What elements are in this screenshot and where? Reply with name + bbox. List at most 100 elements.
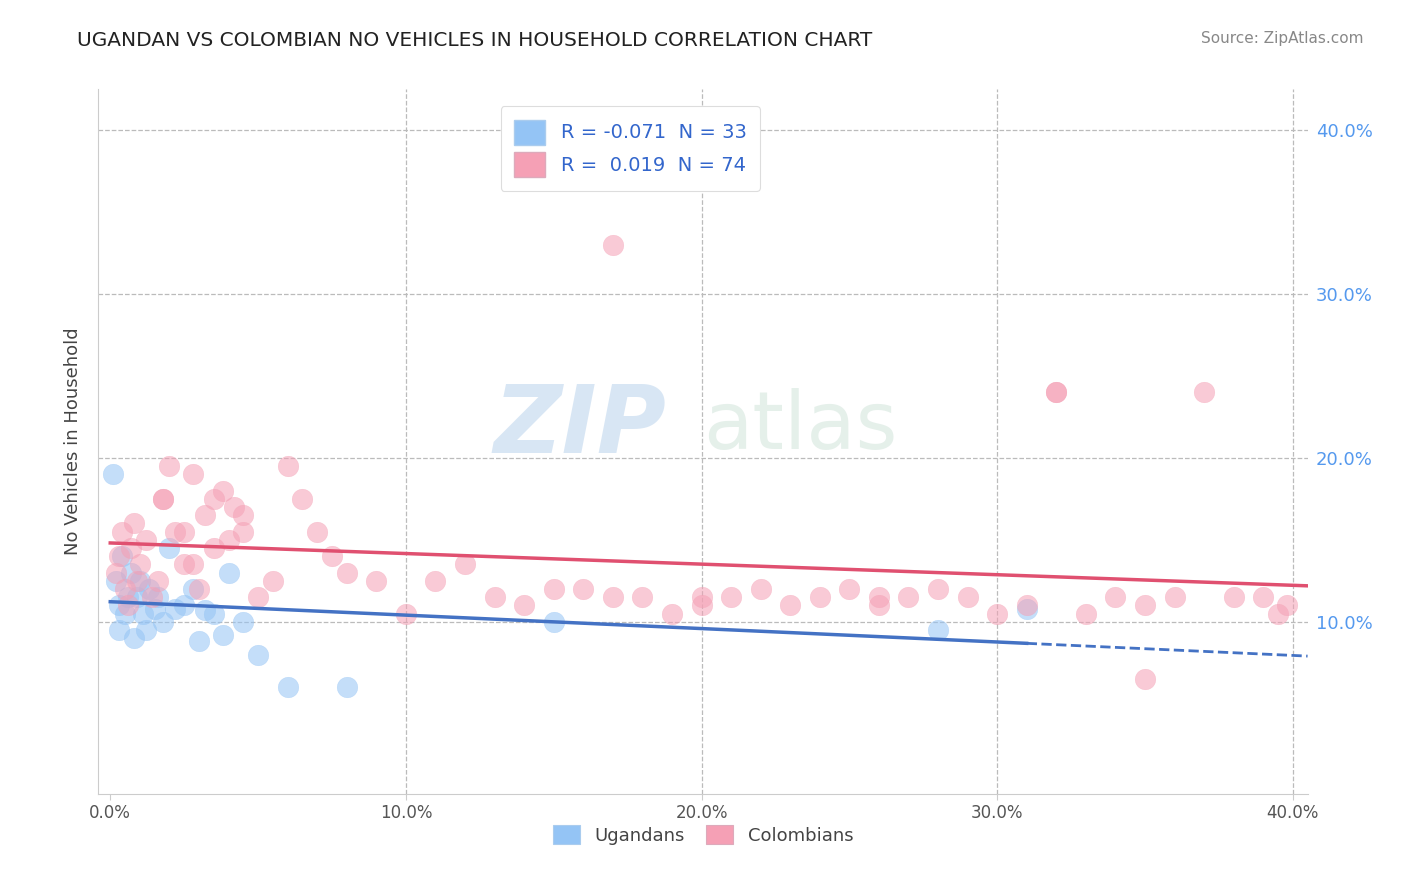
Point [105, 574, 128, 588]
Point [321, 549, 343, 564]
Point [108, 623, 131, 637]
Point [572, 582, 595, 596]
Point [1267, 607, 1289, 621]
Point [224, 500, 246, 514]
Point [138, 582, 160, 596]
Point [103, 467, 125, 482]
Point [1133, 599, 1156, 613]
Point [146, 591, 169, 605]
Point [157, 541, 180, 555]
Point [211, 483, 233, 498]
Point [956, 591, 979, 605]
Point [232, 524, 254, 539]
Point [194, 508, 217, 523]
Point [128, 574, 150, 588]
Point [1015, 601, 1038, 615]
Point [141, 591, 163, 605]
Point [132, 607, 155, 621]
Point [181, 558, 204, 572]
Point [1045, 385, 1067, 400]
Point [779, 599, 801, 613]
Point [661, 607, 683, 621]
Text: Source: ZipAtlas.com: Source: ZipAtlas.com [1201, 31, 1364, 46]
Point [336, 681, 359, 695]
Point [838, 582, 860, 596]
Point [277, 681, 299, 695]
Point [247, 648, 270, 662]
Point [897, 591, 920, 605]
Point [1074, 607, 1097, 621]
Point [602, 591, 624, 605]
Point [631, 591, 654, 605]
Point [120, 541, 142, 555]
Point [513, 599, 536, 613]
Point [262, 574, 284, 588]
Point [336, 566, 359, 580]
Point [543, 615, 565, 629]
Point [543, 582, 565, 596]
Point [165, 524, 187, 539]
Point [152, 615, 174, 629]
Point [247, 591, 270, 605]
Point [152, 491, 174, 506]
Point [120, 566, 142, 580]
Point [218, 566, 240, 580]
Point [146, 574, 169, 588]
Y-axis label: No Vehicles in Household: No Vehicles in Household [65, 327, 83, 556]
Point [720, 591, 742, 605]
Point [291, 491, 314, 506]
Point [232, 508, 254, 523]
Point [122, 516, 145, 531]
Text: UGANDAN VS COLOMBIAN NO VEHICLES IN HOUSEHOLD CORRELATION CHART: UGANDAN VS COLOMBIAN NO VEHICLES IN HOUS… [77, 31, 873, 50]
Point [868, 591, 890, 605]
Point [1133, 672, 1156, 686]
Point [1222, 591, 1244, 605]
Text: ZIP: ZIP [494, 382, 666, 474]
Point [749, 582, 772, 596]
Point [232, 615, 254, 629]
Point [202, 541, 225, 555]
Point [1275, 599, 1298, 613]
Point [111, 549, 134, 564]
Point [202, 607, 225, 621]
Point [152, 491, 174, 506]
Point [986, 607, 1008, 621]
Point [165, 601, 187, 615]
Point [1163, 591, 1185, 605]
Point [1251, 591, 1274, 605]
Text: atlas: atlas [703, 388, 897, 467]
Point [425, 574, 447, 588]
Point [187, 582, 209, 596]
Point [143, 601, 166, 615]
Point [173, 524, 195, 539]
Point [173, 558, 195, 572]
Point [1192, 385, 1215, 400]
Point [108, 599, 131, 613]
Point [117, 591, 139, 605]
Point [122, 631, 145, 645]
Point [602, 238, 624, 252]
Legend: Ugandans, Colombians: Ugandans, Colombians [546, 817, 860, 852]
Point [194, 603, 217, 617]
Point [277, 459, 299, 474]
Point [202, 491, 225, 506]
Point [1104, 591, 1126, 605]
Point [117, 599, 139, 613]
Point [111, 524, 134, 539]
Point [211, 628, 233, 642]
Point [125, 591, 148, 605]
Point [125, 574, 148, 588]
Point [157, 459, 180, 474]
Point [927, 623, 949, 637]
Point [868, 599, 890, 613]
Point [181, 467, 204, 482]
Point [690, 591, 713, 605]
Point [135, 533, 157, 547]
Point [108, 549, 131, 564]
Point [1015, 599, 1038, 613]
Point [105, 566, 128, 580]
Point [1045, 385, 1067, 400]
Point [927, 582, 949, 596]
Point [187, 634, 209, 648]
Point [218, 533, 240, 547]
